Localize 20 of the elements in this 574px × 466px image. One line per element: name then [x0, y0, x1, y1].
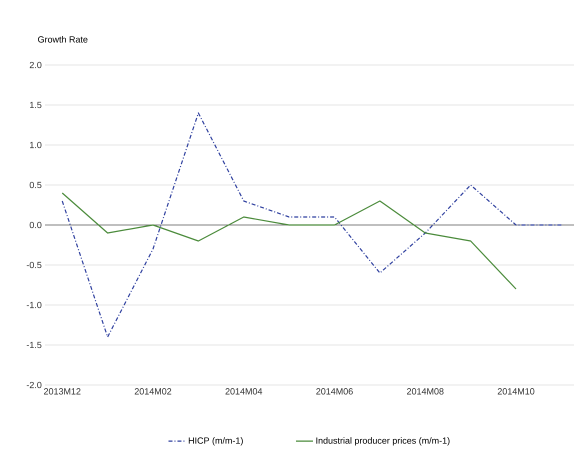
x-tick-label: 2013M12 — [44, 388, 80, 395]
y-tick-label: -0.5 — [26, 262, 42, 268]
y-tick-label: 0.0 — [30, 222, 42, 228]
x-tick-label: 2014M08 — [407, 388, 444, 395]
x-tick-label: 2014M10 — [498, 388, 534, 395]
legend-label: HICP (m/m-1) — [188, 437, 243, 446]
x-tick-label: 2014M04 — [226, 388, 262, 395]
line-series — [62, 192, 517, 290]
legend-label: Industrial producer prices (m/m-1) — [316, 437, 450, 446]
y-axis-title: Growth Rate — [38, 36, 88, 43]
y-tick-label: -1.5 — [26, 342, 42, 348]
y-tick-label: 2.0 — [30, 62, 42, 68]
x-tick-label: 2014M06 — [316, 388, 353, 395]
y-tick-label: -1.0 — [26, 302, 42, 308]
y-tick-label: 1.0 — [30, 142, 42, 148]
x-tick-label: 2014M02 — [134, 388, 172, 395]
y-tick-label: 0.5 — [30, 182, 42, 188]
y-tick-label: -2.0 — [26, 382, 42, 388]
y-tick-label: 1.5 — [30, 102, 42, 108]
line-series — [62, 112, 562, 338]
